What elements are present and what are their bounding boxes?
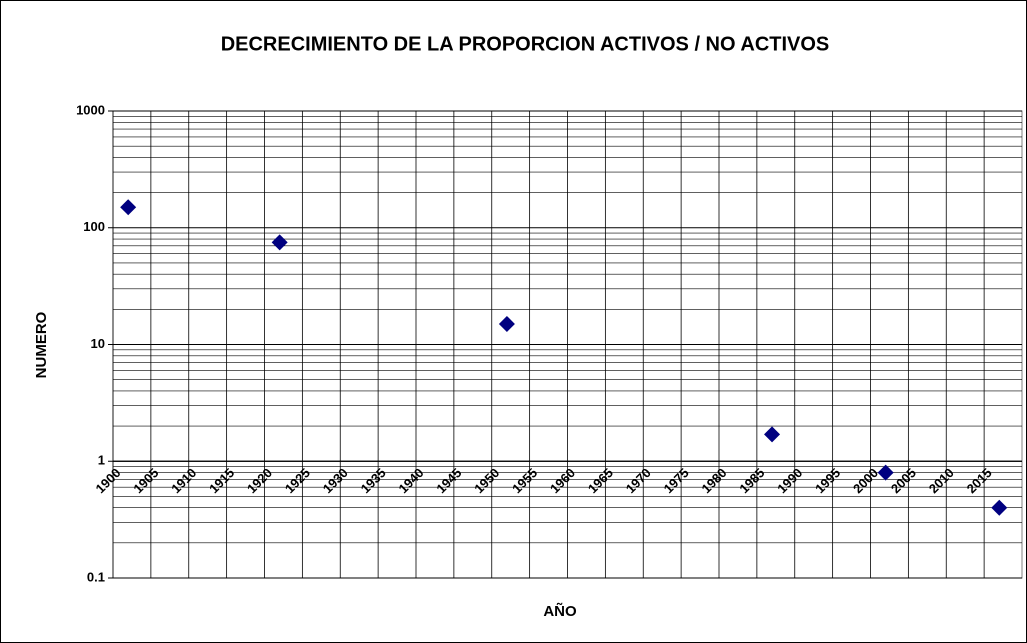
data-point (877, 464, 894, 481)
x-axis-label: AÑO (543, 602, 577, 620)
y-tick-label: 1000 (76, 102, 105, 117)
y-tick-label: 0.1 (87, 569, 105, 584)
data-point (120, 199, 137, 216)
y-tick-label: 10 (91, 336, 105, 351)
data-point (498, 315, 515, 332)
y-tick-label: 1 (98, 453, 105, 468)
data-point (271, 234, 288, 251)
chart-title: DECRECIMIENTO DE LA PROPORCION ACTIVOS /… (221, 33, 830, 55)
data-point (764, 426, 781, 443)
y-tick-label: 100 (83, 219, 105, 234)
data-point (991, 499, 1008, 516)
y-axis-label: NUMERO (33, 311, 50, 378)
